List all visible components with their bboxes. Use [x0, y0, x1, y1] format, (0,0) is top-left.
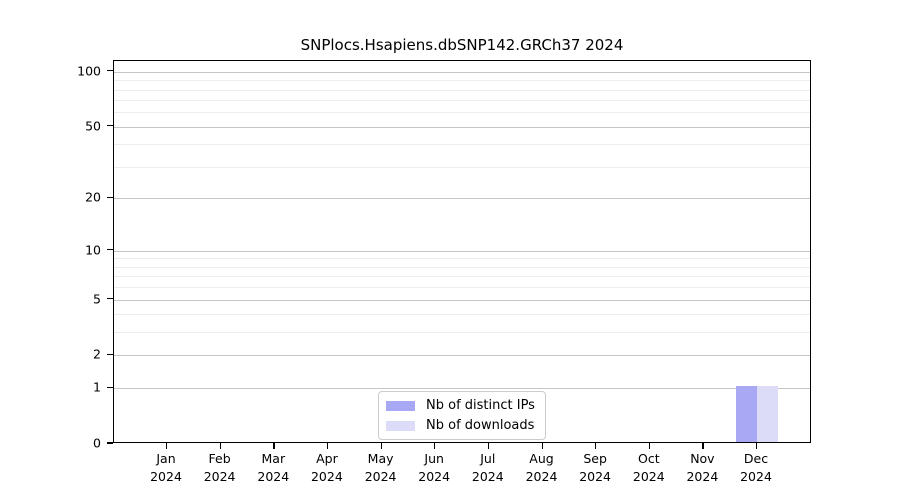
bar-distinct-ips-dec: [736, 386, 757, 442]
major-gridline-20: [114, 198, 810, 200]
legend-entry-downloads: Nb of downloads: [386, 417, 535, 434]
x-axis-tick-feb: [219, 443, 221, 449]
x-tick-label-jun: Jun 2024: [402, 450, 466, 485]
x-tick-month: Feb: [208, 451, 231, 466]
y-axis-tick-100: [107, 70, 113, 72]
x-tick-year: 2024: [579, 468, 611, 484]
minor-gridline-70: [114, 100, 810, 102]
major-gridline-10: [114, 250, 810, 252]
minor-gridline-6: [114, 287, 810, 288]
x-tick-label-apr: Apr 2024: [295, 450, 359, 485]
y-axis-tick-20: [107, 196, 113, 199]
y-tick-label-20: 20: [85, 189, 101, 205]
x-axis-tick-apr: [326, 443, 329, 449]
legend-label-downloads: Nb of downloads: [426, 418, 535, 433]
x-tick-year: 2024: [418, 468, 451, 484]
major-gridline-50: [114, 126, 810, 128]
x-tick-label-sep: Sep 2024: [563, 450, 627, 485]
x-axis-tick-sep: [595, 443, 597, 449]
x-tick-month: Apr: [316, 451, 338, 466]
x-tick-label-oct: Oct 2024: [617, 450, 681, 485]
x-tick-year: 2024: [686, 468, 719, 484]
y-tick-label-0: 0: [93, 435, 101, 451]
minor-gridline-80: [114, 89, 810, 91]
x-tick-month: Oct: [637, 451, 660, 466]
legend: Nb of distinct IPs Nb of downloads: [378, 391, 546, 440]
x-tick-month: Dec: [743, 451, 769, 466]
y-tick-label-10: 10: [85, 242, 101, 258]
minor-gridline-7: [114, 276, 810, 278]
legend-swatch-distinct-ips: [386, 400, 415, 411]
minor-gridline-90: [114, 80, 810, 82]
x-tick-year: 2024: [310, 468, 343, 484]
x-tick-year: 2024: [364, 468, 397, 484]
y-axis-tick-5: [107, 297, 113, 300]
y-tick-label-5: 5: [93, 291, 101, 306]
x-tick-label-feb: Feb 2024: [188, 450, 252, 485]
bar-downloads-dec: [757, 386, 778, 442]
minor-gridline-8: [114, 266, 810, 268]
x-tick-year: 2024: [150, 468, 182, 484]
x-axis-tick-jun: [434, 443, 436, 449]
x-tick-month: Jan: [156, 451, 176, 466]
x-axis-tick-jan: [166, 443, 168, 449]
x-tick-month: Sep: [583, 451, 607, 466]
x-tick-label-nov: Nov 2024: [670, 450, 734, 485]
y-tick-label-1: 1: [93, 379, 101, 395]
major-gridline-100: [114, 71, 810, 73]
y-axis-tick-10: [107, 249, 113, 251]
x-tick-month: May: [367, 451, 394, 466]
y-axis-tick-2: [107, 353, 113, 356]
legend-swatch-downloads: [386, 420, 415, 431]
legend-label-distinct-ips: Nb of distinct IPs: [426, 398, 535, 413]
chart-title: SNPlocs.Hsapiens.dbSNP142.GRCh37 2024: [300, 36, 624, 54]
major-gridline-1: [114, 388, 810, 390]
x-tick-year: 2024: [740, 468, 772, 484]
major-gridline-5: [114, 299, 810, 301]
x-tick-year: 2024: [525, 468, 558, 484]
y-tick-label-100: 100: [77, 63, 101, 79]
x-axis-tick-nov: [702, 443, 704, 449]
y-axis-tick-1: [107, 386, 113, 388]
minor-gridline-4: [114, 314, 810, 316]
minor-gridline-40: [114, 144, 810, 146]
x-axis-tick-oct: [648, 443, 651, 449]
x-tick-month: Nov: [690, 451, 715, 466]
x-tick-year: 2024: [257, 468, 290, 484]
x-axis-tick-may: [380, 443, 382, 449]
y-axis-tick-50: [107, 125, 113, 127]
x-tick-month: Aug: [529, 451, 554, 466]
major-gridline-2: [114, 355, 810, 357]
x-tick-month: Jul: [480, 451, 496, 466]
minor-gridline-60: [114, 112, 810, 114]
x-tick-label-jul: Jul 2024: [456, 450, 520, 485]
y-tick-label-2: 2: [93, 346, 101, 362]
x-axis-tick-dec: [756, 443, 758, 449]
x-tick-year: 2024: [471, 468, 504, 484]
minor-gridline-9: [114, 258, 810, 260]
legend-entry-distinct-ips: Nb of distinct IPs: [386, 397, 535, 414]
x-tick-label-dec: Dec 2024: [724, 450, 788, 485]
x-axis-tick-jul: [487, 443, 490, 449]
x-tick-month: Jun: [424, 451, 444, 466]
y-axis-tick-0: [107, 442, 113, 444]
minor-gridline-3: [114, 332, 810, 334]
x-tick-label-may: May 2024: [349, 450, 413, 485]
x-tick-label-jan: Jan 2024: [134, 450, 198, 485]
x-tick-year: 2024: [203, 468, 236, 484]
x-axis-tick-mar: [273, 443, 275, 449]
x-axis-tick-aug: [541, 443, 543, 449]
minor-gridline-30: [114, 167, 810, 168]
x-tick-label-mar: Mar 2024: [241, 450, 305, 485]
x-tick-month: Mar: [261, 451, 286, 466]
y-tick-label-50: 50: [85, 118, 101, 134]
x-tick-year: 2024: [632, 468, 665, 484]
x-tick-label-aug: Aug 2024: [510, 450, 574, 485]
plot-area: Nb of distinct IPs Nb of downloads: [113, 60, 811, 443]
